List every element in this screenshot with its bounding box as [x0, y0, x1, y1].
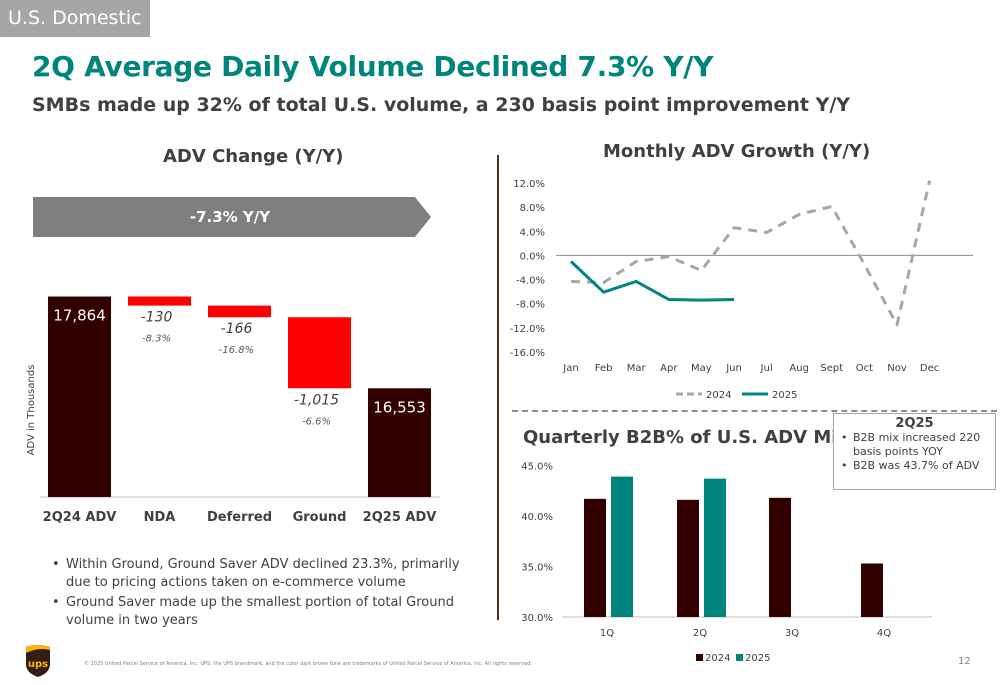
line-y-tick-label: 0.0%	[520, 251, 545, 262]
page-number: 12	[958, 656, 971, 667]
adv-waterfall-chart: -7.3% Y/Y ADV in Thousands 17,864 2Q24 AD…	[26, 197, 440, 525]
legal-footer: © 2025 United Parcel Service of America,…	[84, 661, 532, 667]
monthly-adv-line-chart: 12.0% 8.0% 4.0% 0.0% -4.0% -8.0% -12.0% -16.0% J…	[510, 179, 973, 401]
b2b-bar-2024	[584, 498, 606, 617]
yoy-banner-arrow	[33, 197, 431, 237]
line-x-tick-label: Jul	[760, 363, 773, 374]
panel-divider-vertical	[497, 155, 499, 620]
page-title: 2Q Average Daily Volume Declined 7.3% Y/…	[32, 50, 714, 83]
b2b-bar-2025	[611, 476, 633, 617]
line-x-tick-label: May	[691, 363, 712, 374]
bar-y-tick-label: 30.0%	[521, 613, 553, 624]
bar-legend-swatch	[696, 654, 703, 661]
waterfall-category-label: 2Q25 ADV	[363, 510, 437, 525]
line-y-tick-label: 12.0%	[513, 179, 545, 190]
line-series-2025	[569, 260, 735, 302]
line-x-tick-label: Jun	[725, 363, 742, 374]
bar-y-tick-label: 35.0%	[521, 563, 553, 574]
bar-y-tick-label: 40.0%	[521, 512, 553, 523]
waterfall-value-label: 16,553	[373, 398, 426, 416]
line-y-tick-label: -12.0%	[510, 324, 545, 335]
waterfall-bar	[288, 317, 351, 389]
waterfall-value-label: -1,015	[294, 392, 339, 408]
svg-text:ups: ups	[28, 659, 48, 670]
page-subtitle: SMBs made up 32% of total U.S. volume, a…	[32, 94, 851, 116]
quarterly-b2b-bar-chart: 45.0% 40.0% 35.0% 30.0% 1Q 2Q 3Q 4Q 2024 2025	[521, 462, 932, 664]
line-x-tick-label: Apr	[660, 363, 678, 374]
bar-y-tick-label: 45.0%	[521, 462, 553, 473]
b2b-bar-2024	[861, 563, 883, 617]
callout-item: B2B mix increased 220 basis points YOY	[840, 431, 991, 459]
line-x-tick-label: Dec	[920, 363, 939, 374]
bar-legend-label: 2025	[745, 653, 770, 664]
b2b-bar-2025	[704, 478, 726, 617]
line-y-tick-label: 4.0%	[520, 227, 545, 238]
waterfall-bar	[368, 388, 431, 497]
b2b-bar-2024	[677, 499, 699, 617]
b2b-bar-2024	[769, 497, 791, 617]
line-series-2024	[570, 180, 932, 327]
callout-item: B2B was 43.7% of ADV	[840, 459, 991, 473]
adv-change-title: ADV Change (Y/Y)	[163, 146, 344, 167]
2q25-callout: 2Q25 B2B mix increased 220 basis points …	[833, 413, 996, 490]
line-x-tick-label: Oct	[856, 363, 873, 374]
line-x-tick-label: Mar	[627, 363, 647, 374]
waterfall-percent-label: -8.3%	[142, 334, 171, 345]
adv-y-axis-label: ADV in Thousands	[26, 365, 37, 456]
ground-saver-notes: Within Ground, Ground Saver ADV declined…	[50, 556, 480, 632]
waterfall-category-label: 2Q24 ADV	[43, 510, 117, 525]
monthly-growth-title: Monthly ADV Growth (Y/Y)	[603, 141, 871, 162]
line-x-tick-label: Jan	[562, 363, 578, 374]
bar-legend-label: 2024	[705, 653, 730, 664]
waterfall-percent-label: -16.8%	[219, 345, 254, 356]
waterfall-bar	[128, 296, 191, 306]
section-tag: U.S. Domestic	[0, 0, 150, 37]
bar-legend-swatch	[736, 654, 743, 661]
line-x-tick-label: Sept	[820, 363, 843, 374]
bar-x-tick-label: 2Q	[693, 628, 707, 639]
waterfall-category-label: NDA	[144, 510, 176, 525]
waterfall-category-label: Ground	[293, 510, 347, 525]
waterfall-category-label: Deferred	[207, 510, 272, 525]
waterfall-value-label: -130	[141, 310, 173, 326]
line-x-tick-label: Feb	[595, 363, 613, 374]
bar-x-tick-label: 1Q	[600, 628, 614, 639]
callout-title: 2Q25	[895, 416, 934, 431]
bullet-item: Within Ground, Ground Saver ADV declined…	[50, 556, 480, 592]
quarterly-mix-title: Quarterly B2B% of U.S. ADV Mix	[523, 427, 850, 448]
line-x-tick-label: Nov	[887, 363, 907, 374]
line-y-tick-label: -8.0%	[516, 300, 545, 311]
waterfall-bar	[48, 296, 111, 497]
waterfall-bar	[208, 305, 271, 318]
yoy-banner-label: -7.3% Y/Y	[190, 208, 271, 226]
bullet-item: Ground Saver made up the smallest portio…	[50, 594, 480, 630]
ups-logo: ups	[26, 645, 50, 677]
line-legend-label: 2024	[706, 390, 731, 401]
line-y-tick-label: 8.0%	[520, 203, 545, 214]
waterfall-value-label: 17,864	[53, 307, 106, 325]
line-y-tick-label: -16.0%	[510, 348, 545, 359]
bar-x-tick-label: 3Q	[785, 628, 799, 639]
bar-x-tick-label: 4Q	[877, 628, 891, 639]
waterfall-value-label: -166	[221, 321, 253, 337]
waterfall-percent-label: -6.6%	[302, 416, 331, 427]
line-legend-label: 2025	[772, 390, 797, 401]
line-x-tick-label: Aug	[789, 363, 809, 374]
panel-divider-horizontal	[512, 410, 997, 412]
line-y-tick-label: -4.0%	[516, 276, 545, 287]
